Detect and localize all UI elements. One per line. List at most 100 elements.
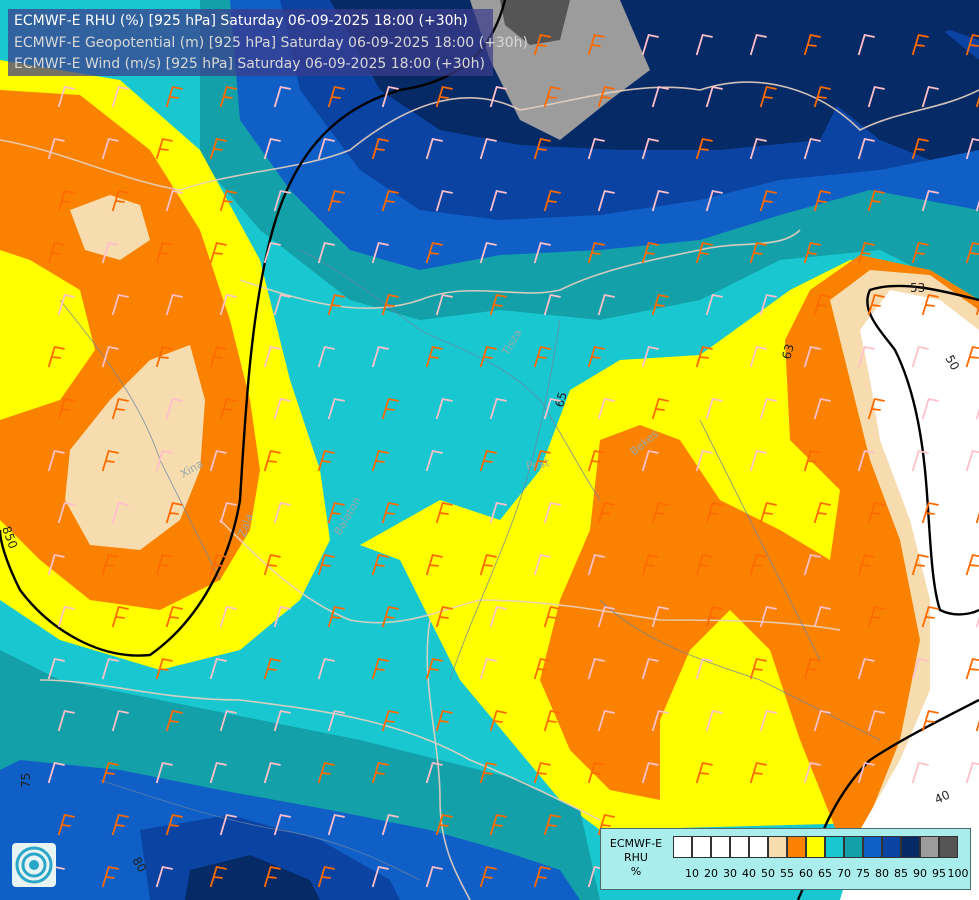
wind-barb (803, 137, 821, 160)
wind-barb (489, 293, 507, 316)
wind-barb (705, 397, 723, 420)
wind-barb (695, 553, 713, 576)
wind-barb (695, 449, 713, 472)
wind-barb (587, 137, 605, 160)
wind-barb (57, 709, 75, 732)
wind-barb (911, 657, 929, 680)
wind-barb (803, 553, 821, 576)
legend-tick: 60 (799, 867, 813, 880)
wind-barb (165, 189, 183, 212)
wind-barb (435, 293, 453, 316)
wind-barb (965, 657, 979, 680)
rhu-area-95-100-north (500, 0, 570, 45)
wind-barb (587, 449, 605, 472)
wind-barb (479, 137, 497, 160)
wind-barb (111, 813, 129, 836)
wind-barb (641, 449, 659, 472)
swirl-logo-icon (15, 846, 53, 884)
wind-barb (371, 137, 389, 160)
wind-barb (867, 397, 885, 420)
wind-barb (155, 761, 173, 784)
wind-barb (435, 813, 453, 836)
wind-barb (165, 501, 183, 524)
wind-barb (695, 33, 713, 56)
contour-label-40: 40 (932, 788, 952, 807)
legend-swatch (730, 836, 749, 858)
wind-barb (479, 449, 497, 472)
wind-barb (371, 761, 389, 784)
wind-barb (111, 605, 129, 628)
legend-swatch (844, 836, 863, 858)
wind-barb (533, 761, 551, 784)
wind-barb (263, 553, 281, 576)
wind-barb (47, 761, 65, 784)
legend-title-unit: % (630, 865, 642, 878)
contour-label-65: 65 (552, 390, 569, 408)
wind-barb (641, 137, 659, 160)
wind-barb (533, 33, 551, 56)
wind-barb (695, 345, 713, 368)
wind-barb (911, 137, 929, 160)
wind-barb (759, 85, 777, 108)
wind-barb (695, 137, 713, 160)
wind-barbs (47, 33, 979, 888)
wind-barb (317, 761, 335, 784)
legend-tick: 55 (780, 867, 794, 880)
contour-label-850: 850 (0, 524, 20, 550)
wind-barb (857, 241, 875, 264)
wind-barb (489, 85, 507, 108)
legend-title-model: ECMWF-E (609, 837, 663, 850)
wind-barb (47, 137, 65, 160)
wind-barb (425, 865, 443, 888)
rivers (59, 249, 881, 881)
wind-barb (263, 449, 281, 472)
legend-tick: 65 (818, 867, 832, 880)
wind-barb (327, 605, 345, 628)
wind-barb (479, 553, 497, 576)
wind-barb (435, 605, 453, 628)
wind-barb (857, 761, 875, 784)
country-borders (0, 81, 979, 900)
legend-swatch (939, 836, 958, 858)
wind-barb (425, 137, 443, 160)
wind-barb (705, 605, 723, 628)
wind-barb (749, 345, 767, 368)
wind-barb (813, 501, 831, 524)
wind-barb (695, 761, 713, 784)
wind-barb (533, 137, 551, 160)
wind-barb (381, 293, 399, 316)
wind-barb (273, 293, 291, 316)
wind-barb (867, 709, 885, 732)
wind-barb (327, 709, 345, 732)
wind-barb (209, 865, 227, 888)
contour-east (866, 284, 979, 616)
wind-barb (263, 241, 281, 264)
wind-barb (651, 189, 669, 212)
wind-barb (47, 449, 65, 472)
wind-barb (867, 85, 885, 108)
wind-barb (101, 345, 119, 368)
wind-barb (101, 241, 119, 264)
wind-barb (111, 189, 129, 212)
wind-barb (209, 241, 227, 264)
wind-barb (57, 605, 75, 628)
wind-barb (327, 189, 345, 212)
wind-barb (219, 293, 237, 316)
legend-title-variable: RHU (624, 851, 648, 864)
wind-barb (209, 657, 227, 680)
wind-barb (155, 345, 173, 368)
wind-barb (651, 605, 669, 628)
wind-barb (381, 397, 399, 420)
wind-barb (813, 397, 831, 420)
wind-barb (587, 241, 605, 264)
wind-barb (381, 709, 399, 732)
wind-barb (911, 449, 929, 472)
wind-barb (57, 189, 75, 212)
legend-swatch (901, 836, 920, 858)
wind-barb (641, 33, 659, 56)
wind-barb (533, 553, 551, 576)
wind-barb (803, 33, 821, 56)
wind-barb (749, 657, 767, 680)
wind-barb (165, 397, 183, 420)
